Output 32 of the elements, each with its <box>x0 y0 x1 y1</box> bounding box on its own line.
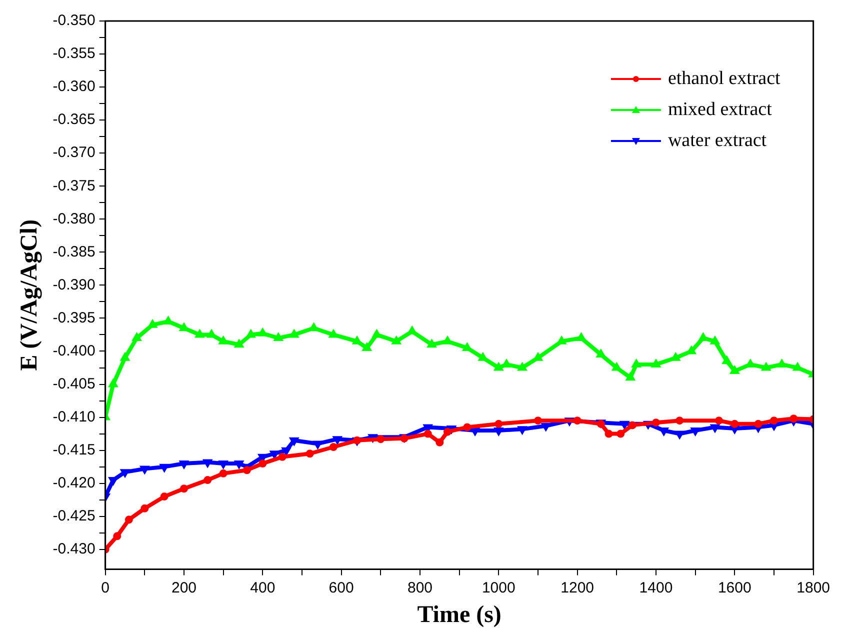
y-tick-label: -0.380 <box>52 210 96 228</box>
legend-label: ethanol extract <box>668 68 782 89</box>
y-tick-label: -0.385 <box>52 243 96 260</box>
y-tick-label: -0.370 <box>52 144 96 162</box>
x-tick-label: 1000 <box>482 579 516 596</box>
x-tick-label: 800 <box>407 579 433 596</box>
y-axis-title: E (V/Ag/AgCl) <box>16 219 43 371</box>
x-tick-label: 1800 <box>796 579 830 596</box>
legend-label: mixed extract <box>668 98 773 120</box>
x-tick-label: 1600 <box>718 579 752 596</box>
y-tick-label: -0.365 <box>52 111 96 128</box>
y-tick-label: -0.400 <box>52 342 96 360</box>
y-tick-label: -0.375 <box>52 177 96 194</box>
y-tick-label: -0.430 <box>52 540 96 558</box>
x-tick-label: 200 <box>171 579 197 596</box>
y-tick-label: -0.420 <box>52 474 96 492</box>
x-tick-label: 600 <box>328 579 354 596</box>
x-axis-title: Time (s) <box>417 602 502 628</box>
y-tick-label: -0.405 <box>52 375 96 392</box>
y-tick-label: -0.350 <box>52 12 96 30</box>
y-tick-label: -0.410 <box>52 408 96 426</box>
legend-label: water extract <box>668 130 768 151</box>
y-tick-label: -0.355 <box>52 45 96 62</box>
x-tick-label: 1200 <box>560 579 594 596</box>
y-tick-label: -0.390 <box>52 276 96 294</box>
x-tick-label: 0 <box>101 579 110 596</box>
y-tick-label: -0.395 <box>52 309 96 326</box>
y-tick-label: -0.415 <box>52 441 96 458</box>
x-tick-label: 1400 <box>639 579 673 596</box>
y-tick-label: -0.425 <box>52 508 96 524</box>
x-tick-label: 400 <box>250 579 276 596</box>
y-tick-label: -0.360 <box>52 78 96 96</box>
